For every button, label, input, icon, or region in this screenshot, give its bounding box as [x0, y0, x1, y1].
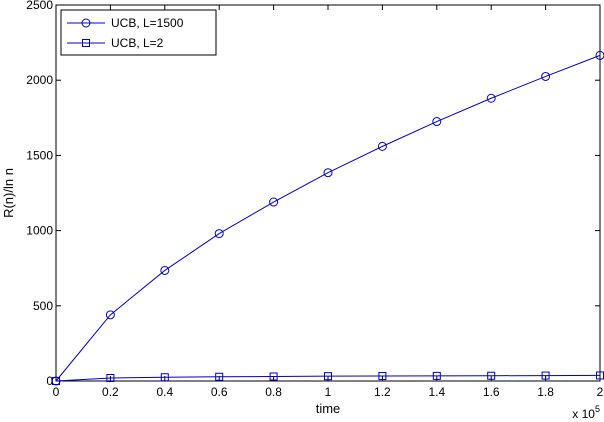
series-1 [51, 50, 604, 386]
x-tick-label: 1.8 [537, 385, 554, 399]
data-point [160, 265, 170, 275]
x-tick-label: 2 [597, 385, 604, 399]
x-tick-label: 1.6 [483, 385, 500, 399]
data-point [269, 197, 279, 207]
data-point [378, 372, 387, 381]
data-point [377, 141, 387, 151]
data-point [106, 373, 115, 382]
axis-ticks: 0 0.2 0.4 0.6 0.8 1 1.2 1.4 1.6 1.8 2 0 500 1000 1500 2… [26, 0, 603, 399]
data-point [432, 371, 441, 380]
data-point [541, 71, 551, 81]
legend-label: UCB, L=2 [111, 36, 164, 50]
legend: UCB, L=1500 UCB, L=2 [60, 9, 217, 56]
series-2 [52, 371, 604, 385]
legend-marker [81, 18, 91, 28]
data-point [160, 373, 169, 382]
legend-marker [82, 39, 90, 47]
plot-frame [55, 4, 601, 382]
x-tick-label: 1.2 [374, 385, 391, 399]
x-multiplier-exponent: 5 [595, 404, 600, 414]
x-tick-label: 0.2 [102, 385, 119, 399]
data-point [214, 229, 224, 239]
x-tick-label: 0.6 [211, 385, 228, 399]
series-line [55, 54, 601, 382]
y-tick-label: 2500 [26, 0, 53, 12]
x-axis-multiplier: x 105 [572, 404, 600, 421]
data-point [215, 372, 224, 381]
data-point [486, 93, 496, 103]
data-point [269, 372, 278, 381]
data-point [541, 371, 550, 380]
x-axis-label: time [316, 401, 341, 416]
x-tick-label: 0.4 [156, 385, 173, 399]
data-point [105, 310, 115, 320]
data-point [324, 372, 332, 381]
data-point [52, 377, 60, 385]
legend-box [60, 9, 217, 56]
x-tick-label: 0.8 [265, 385, 282, 399]
series-line [55, 374, 601, 382]
y-tick-label: 500 [33, 299, 53, 313]
x-tick-label: 1 [325, 385, 332, 399]
plot-area [55, 4, 601, 382]
data-point [487, 371, 496, 380]
y-tick-label: 2000 [26, 73, 53, 87]
x-tick-label: 0 [53, 385, 60, 399]
y-tick-label: 0 [46, 374, 53, 388]
data-point [595, 50, 604, 60]
legend-label: UCB, L=1500 [111, 16, 184, 30]
y-tick-label: 1000 [26, 224, 53, 238]
x-multiplier-base: x 10 [572, 407, 595, 421]
series-layer [51, 50, 604, 386]
data-point [432, 117, 442, 127]
y-tick-label: 1500 [26, 148, 53, 162]
data-point [323, 168, 333, 178]
x-tick-label: 1.4 [428, 385, 445, 399]
y-axis-label: R(n)/ln n [1, 168, 16, 218]
